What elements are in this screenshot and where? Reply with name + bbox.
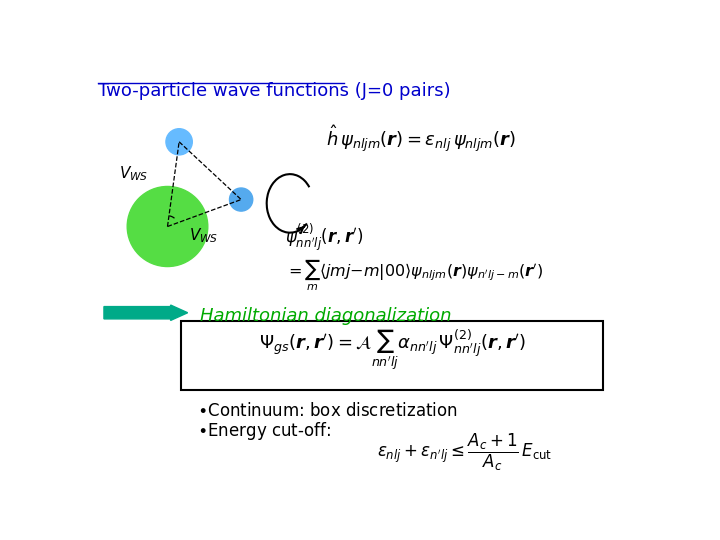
Text: $\bullet$Continuum: box discretization: $\bullet$Continuum: box discretization <box>197 402 458 420</box>
Text: $\hat{h}\,\psi_{nljm}(\boldsymbol{r}) = \epsilon_{nlj}\,\psi_{nljm}(\boldsymbol{: $\hat{h}\,\psi_{nljm}(\boldsymbol{r}) = … <box>326 123 516 153</box>
FancyArrow shape <box>104 305 188 320</box>
Circle shape <box>127 186 208 267</box>
Text: $= \sum_m \langle jmj{-}m|00\rangle\psi_{nljm}(\boldsymbol{r})\psi_{n^{\prime}lj: $= \sum_m \langle jmj{-}m|00\rangle\psi_… <box>285 257 544 293</box>
Text: $\Psi_{gs}(\boldsymbol{r},\boldsymbol{r}^{\prime}) = \mathcal{A}\sum_{nn^{\prime: $\Psi_{gs}(\boldsymbol{r},\boldsymbol{r}… <box>259 327 526 372</box>
Text: $\epsilon_{nlj} + \epsilon_{n^{\prime}lj} \leq \dfrac{A_c + 1}{A_c}\,E_{\mathrm{: $\epsilon_{nlj} + \epsilon_{n^{\prime}lj… <box>377 431 552 472</box>
Text: $\psi^{(2)}_{nn^{\prime}lj}(\boldsymbol{r},\boldsymbol{r}^{\prime})$: $\psi^{(2)}_{nn^{\prime}lj}(\boldsymbol{… <box>285 222 364 253</box>
FancyBboxPatch shape <box>181 321 603 390</box>
Text: $\bullet$Energy cut-off:: $\bullet$Energy cut-off: <box>197 420 331 442</box>
Circle shape <box>230 188 253 211</box>
Text: Hamiltonian diagonalization: Hamiltonian diagonalization <box>200 307 451 325</box>
Text: $V_{WS}$: $V_{WS}$ <box>189 226 219 245</box>
Text: Two-particle wave functions (J=0 pairs): Two-particle wave functions (J=0 pairs) <box>98 82 451 100</box>
Circle shape <box>166 129 192 155</box>
Text: $V_{WS}$: $V_{WS}$ <box>120 165 149 184</box>
